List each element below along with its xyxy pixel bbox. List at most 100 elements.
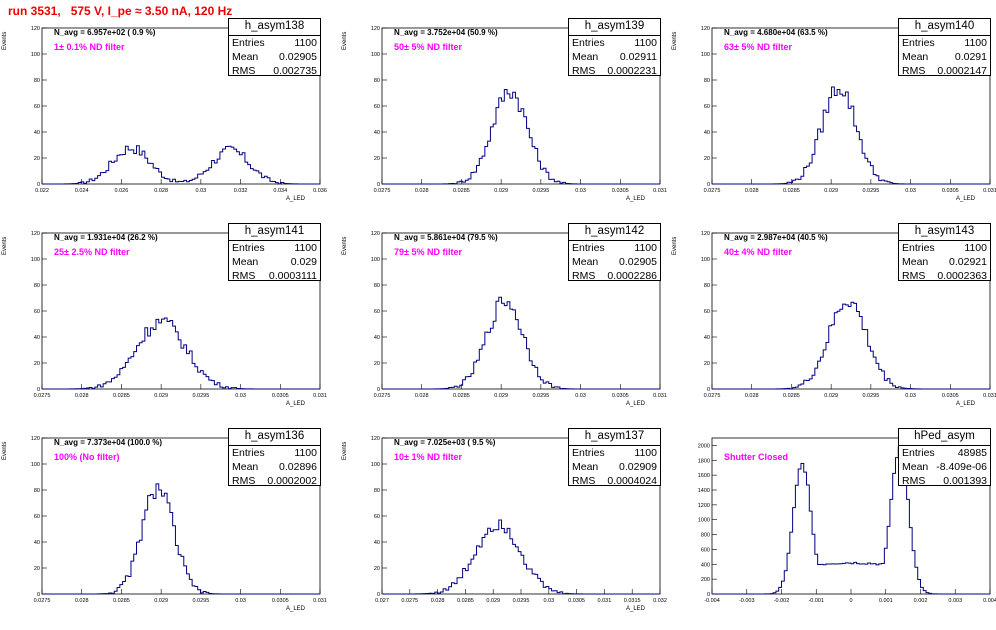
x-tick-label: 0.0295 — [862, 188, 879, 194]
y-tick-label: 40 — [34, 130, 40, 136]
y-tick-label: 80 — [34, 488, 40, 494]
y-tick-label: 40 — [704, 130, 710, 136]
stats-key: RMS — [232, 475, 256, 487]
y-axis-label: Events — [672, 236, 678, 255]
stats-row-entries: Entries 1100 — [569, 36, 660, 50]
x-tick-label: 0.0275 — [374, 393, 391, 399]
y-tick-label: 80 — [34, 78, 40, 84]
x-tick-label: 0.03 — [575, 393, 586, 399]
x-tick-label: 0.03 — [905, 393, 916, 399]
filter-label: 100% (No filter) — [54, 452, 120, 462]
x-tick-label: 0.0275 — [374, 188, 391, 194]
filter-label: 63± 5% ND filter — [724, 42, 792, 52]
x-tick-label: 0.03 — [543, 598, 554, 604]
y-tick-label: 1400 — [698, 488, 710, 494]
histogram-name: hPed_asym — [899, 429, 990, 446]
histogram-name: h_asym141 — [229, 224, 320, 241]
stats-key: RMS — [572, 475, 596, 487]
x-tick-label: 0.0285 — [453, 393, 470, 399]
x-tick-label: 0.0285 — [113, 393, 130, 399]
stats-box: h_asym137 Entries 1100 Mean 0.02909 RMS 0.0004… — [568, 428, 661, 487]
y-tick-label: 20 — [34, 361, 40, 367]
navg-label: N_avg = 2.987e+04 (40.5 %) — [724, 233, 828, 242]
x-tick-label: 0.034 — [273, 188, 287, 194]
x-tick-label: 0.028 — [75, 598, 89, 604]
y-tick-label: 80 — [374, 78, 380, 84]
navg-label: N_avg = 6.957e+02 ( 0.9 %) — [54, 28, 156, 37]
x-tick-label: 0.03 — [905, 188, 916, 194]
x-tick-label: 0.029 — [486, 598, 500, 604]
x-tick-label: 0.0305 — [612, 188, 629, 194]
stats-key: Entries — [572, 447, 605, 459]
y-tick-label: 0 — [377, 182, 380, 188]
stats-key: RMS — [572, 270, 596, 282]
histogram-name: h_asym140 — [899, 19, 990, 36]
stats-value: 0.0002002 — [267, 475, 317, 487]
stats-value: 1100 — [294, 447, 317, 459]
x-tick-label: 0.0275 — [704, 393, 721, 399]
stats-value: -8.409e-06 — [936, 461, 987, 473]
y-tick-label: 60 — [374, 309, 380, 315]
x-tick-label: 0.0295 — [192, 393, 209, 399]
stats-key: RMS — [572, 65, 596, 77]
x-tick-label: 0.001 — [879, 598, 893, 604]
histogram-line — [712, 86, 990, 185]
histogram-plot: 0 20 40 60 80 100 120 0.0275 0.028 0.0285 0.029 0.0… — [371, 26, 667, 194]
histogram-line — [42, 145, 320, 185]
y-tick-label: 20 — [374, 361, 380, 367]
stats-value: 0.02905 — [619, 256, 657, 268]
histogram-name: h_asym143 — [899, 224, 990, 241]
y-tick-label: 60 — [34, 104, 40, 110]
stats-value: 0.0002147 — [937, 65, 987, 77]
x-axis-label: A_LED — [956, 196, 976, 202]
x-tick-label: 0.024 — [75, 188, 89, 194]
x-tick-label: 0.031 — [983, 393, 996, 399]
stats-box: h_asym136 Entries 1100 Mean 0.02896 RMS 0.0002… — [228, 428, 321, 488]
histogram-panel-h_asym142: 0 20 40 60 80 100 120 0.0275 0.028 0.0285 0.029 0.0… — [340, 223, 667, 425]
stats-row-entries: Entries 1100 — [569, 446, 660, 460]
stats-row-rms: RMS 0.0002002 — [229, 474, 320, 488]
stats-value: 0.0002286 — [607, 270, 657, 282]
y-tick-label: 100 — [701, 52, 710, 58]
stats-key: Mean — [572, 461, 599, 473]
x-tick-label: 0.004 — [983, 598, 996, 604]
histogram-panel-h_asym141: 0 20 40 60 80 100 120 0.0275 0.028 0.0285 0.029 0.0… — [0, 223, 327, 425]
stats-key: Mean — [902, 51, 929, 63]
x-tick-label: -0.003 — [739, 598, 755, 604]
y-axis-label: Events — [2, 31, 8, 50]
stats-value: 0.001393 — [943, 475, 987, 487]
histogram-panel-h_asym139: 0 20 40 60 80 100 120 0.0275 0.028 0.0285 0.029 0.0… — [340, 18, 667, 220]
y-tick-label: 2000 — [698, 443, 710, 449]
stats-box: h_asym138 Entries 1100 Mean 0.02905 RMS 0.0027… — [228, 18, 321, 77]
y-tick-label: 20 — [374, 566, 380, 572]
stats-row-rms: RMS 0.0002231 — [569, 64, 660, 78]
stats-key: Mean — [572, 256, 599, 268]
navg-label: N_avg = 3.752e+04 (50.9 %) — [394, 28, 498, 37]
stats-row-entries: Entries 1100 — [899, 241, 990, 255]
x-tick-label: 0.036 — [313, 188, 327, 194]
histogram-plot: 0 20 40 60 80 100 120 0.0275 0.028 0.0285 0.029 0.0… — [31, 436, 327, 604]
x-tick-label: 0.022 — [35, 188, 49, 194]
y-tick-label: 0 — [707, 387, 710, 393]
stats-key: Mean — [232, 51, 259, 63]
stats-key: RMS — [232, 270, 256, 282]
x-tick-label: 0.0295 — [862, 393, 879, 399]
x-tick-label: 0.0275 — [34, 393, 51, 399]
stats-key: RMS — [902, 65, 926, 77]
histogram-line — [42, 483, 320, 595]
y-tick-label: 20 — [704, 156, 710, 162]
stats-row-mean: Mean -8.409e-06 — [899, 460, 990, 474]
stats-row-mean: Mean 0.02921 — [899, 255, 990, 269]
stats-value: 1100 — [964, 37, 987, 49]
stats-row-rms: RMS 0.001393 — [899, 474, 990, 488]
y-tick-label: 0 — [377, 387, 380, 393]
x-tick-label: 0.028 — [75, 393, 89, 399]
y-tick-label: 200 — [701, 577, 710, 583]
y-tick-label: 60 — [704, 309, 710, 315]
x-tick-label: -0.002 — [774, 598, 790, 604]
histogram-plot: 0 200 400 600 800 1000 1200 1400 1600 1800 2000 -0.… — [698, 437, 996, 604]
x-tick-label: 0.0275 — [401, 598, 418, 604]
histogram-name: h_asym138 — [229, 19, 320, 36]
y-tick-label: 60 — [374, 104, 380, 110]
navg-label: N_avg = 4.680e+04 (63.5 %) — [724, 28, 828, 37]
